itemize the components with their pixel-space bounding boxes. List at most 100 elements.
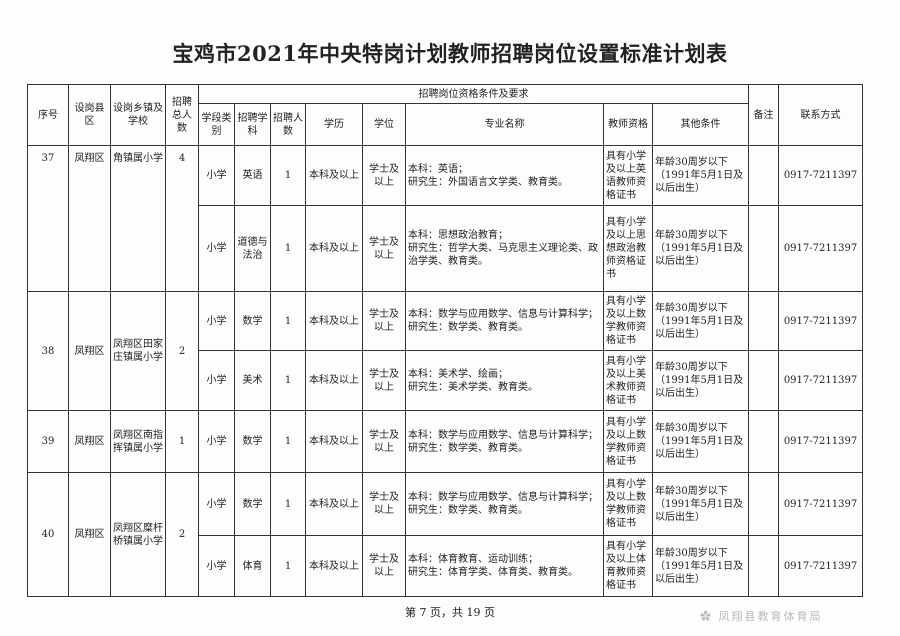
cell-edu: 本科及以上 bbox=[305, 535, 363, 597]
cell-cert: 具有小学及以上数学教师资格证书 bbox=[603, 472, 653, 536]
recruitment-table: 序号 设岗县区 设岗乡镇及学校 招聘总人数 招聘岗位资格条件及要求 备注 联系方… bbox=[27, 84, 863, 597]
table-row: 39 凤翔区 凤翔区南指挥镇属小学 1 小学 数学 1 本科及以上 学士及以上 本科：数学与应用数… bbox=[27, 410, 863, 473]
cell-subject: 英语 bbox=[234, 145, 271, 206]
cell-county: 凤翔区 bbox=[68, 472, 111, 597]
cell-count: 1 bbox=[270, 535, 306, 597]
cell-other: 年龄30周岁以下（1991年5月1日及以后出生） bbox=[652, 291, 749, 351]
header-no: 序号 bbox=[27, 84, 69, 146]
page-title: 宝鸡市2021年中央特岗计划教师招聘岗位设置标准计划表 bbox=[172, 41, 728, 66]
cell-major: 本科：美术学、绘画； 研究生：美术学类、教育类。 bbox=[405, 350, 604, 411]
cell-cert: 具有小学及以上数学教师资格证书 bbox=[603, 291, 653, 351]
table-row: 37 凤翔区 角镇属小学 4 小学 英语 1 本科及以上 学士及以上 本科：英语； 研究生：外国语言… bbox=[27, 145, 863, 292]
cell-contact: 0917-7211397 bbox=[778, 535, 863, 597]
cell-count: 1 bbox=[270, 410, 306, 473]
cell-edu: 本科及以上 bbox=[305, 410, 363, 473]
cell-contact: 0917-7211397 bbox=[778, 350, 863, 411]
cell-cert: 具有小学及以上美术教师资格证书 bbox=[603, 350, 653, 411]
header-remark: 备注 bbox=[748, 84, 779, 146]
cell-degree: 学士及以上 bbox=[362, 535, 406, 597]
cell-remark bbox=[748, 410, 779, 473]
header-count: 招聘人数 bbox=[270, 103, 306, 146]
header-other: 其他条件 bbox=[652, 103, 749, 146]
cell-county: 凤翔区 bbox=[68, 145, 111, 292]
watermark: ✿ 凤翔县教育体育局 bbox=[700, 610, 823, 623]
cell-count: 1 bbox=[270, 291, 306, 351]
header-cert: 教师资格 bbox=[603, 103, 653, 146]
cell-cert: 具有小学及以上英语教师资格证书 bbox=[603, 145, 653, 206]
cell-school: 角镇属小学 bbox=[110, 145, 166, 292]
header-stage: 学段类别 bbox=[198, 103, 235, 146]
cell-major: 本科：英语； 研究生：外国语言文学类、教育类。 bbox=[405, 145, 604, 206]
cell-degree: 学士及以上 bbox=[362, 410, 406, 473]
table-row: 小学 体育 1 本科及以上 学士及以上 本科：体育教育、运动训练； 研究生：体育学类、体育类… bbox=[28, 535, 863, 597]
cell-count: 1 bbox=[270, 350, 306, 411]
cell-major: 本科：数学与应用数学、信息与计算科学； 研究生：数学类、教育类。 bbox=[405, 410, 604, 473]
header-total: 招聘总人数 bbox=[165, 84, 199, 146]
cell-no: 40 bbox=[27, 472, 69, 597]
cell-total: 4 bbox=[165, 145, 199, 292]
cell-other: 年龄30周岁以下（1991年5月1日及以后出生） bbox=[652, 205, 749, 292]
cell-degree: 学士及以上 bbox=[362, 145, 406, 206]
cell-remark bbox=[748, 291, 779, 351]
cell-subject: 美术 bbox=[234, 350, 271, 411]
cell-major: 本科：体育教育、运动训练； 研究生：体育学类、体育类、教育类。 bbox=[405, 535, 604, 597]
header-subject: 招聘学科 bbox=[234, 103, 271, 146]
cell-major: 本科：数学与应用数学、信息与计算科学； 研究生：数学类、教育类。 bbox=[405, 472, 604, 536]
cell-cert: 具有小学及以上数学教师资格证书 bbox=[603, 410, 653, 473]
cell-remark bbox=[748, 145, 779, 206]
cell-edu: 本科及以上 bbox=[305, 291, 363, 351]
cell-degree: 学士及以上 bbox=[362, 205, 406, 292]
table-row: 小学 美术 1 本科及以上 学士及以上 本科：美术学、绘画； 研究生：美术学类、教育类。 具有… bbox=[28, 350, 863, 411]
cell-remark bbox=[748, 205, 779, 292]
cell-no: 39 bbox=[27, 410, 69, 473]
table-row: 40 凤翔区 凤翔区糜杆桥镇属小学 2 小学 数学 1 本科及以上 学士及以上 本科：数学与应用数… bbox=[27, 472, 863, 597]
cell-stage: 小学 bbox=[198, 205, 235, 292]
cell-stage: 小学 bbox=[198, 145, 235, 206]
cell-stage: 小学 bbox=[198, 410, 235, 473]
cell-other: 年龄30周岁以下（1991年5月1日及以后出生） bbox=[652, 472, 749, 536]
cell-other: 年龄30周岁以下（1991年5月1日及以后出生） bbox=[652, 145, 749, 206]
cell-major: 本科：数学与应用数学、信息与计算科学； 研究生：数学类、教育类。 bbox=[405, 291, 604, 351]
header-edu: 学历 bbox=[305, 103, 363, 146]
cell-degree: 学士及以上 bbox=[362, 291, 406, 351]
cell-school: 凤翔区糜杆桥镇属小学 bbox=[110, 472, 166, 597]
header-contact: 联系方式 bbox=[778, 84, 863, 146]
cell-other: 年龄30周岁以下（1991年5月1日及以后出生） bbox=[652, 410, 749, 473]
cell-stage: 小学 bbox=[198, 472, 235, 536]
cell-major: 本科：思想政治教育； 研究生：哲学大类、马克思主义理论类、政治学类、教育类。 bbox=[405, 205, 604, 292]
cell-cert: 具有小学及以上思想政治教师资格证书 bbox=[603, 205, 653, 292]
cell-stage: 小学 bbox=[198, 350, 235, 411]
cell-cert: 具有小学及以上体育教师资格证书 bbox=[603, 535, 653, 597]
cell-count: 1 bbox=[270, 472, 306, 536]
cell-degree: 学士及以上 bbox=[362, 472, 406, 536]
cell-county: 凤翔区 bbox=[68, 410, 111, 473]
cell-contact: 0917-7211397 bbox=[778, 291, 863, 351]
cell-contact: 0917-7211397 bbox=[778, 410, 863, 473]
cell-total: 2 bbox=[165, 291, 199, 411]
cell-other: 年龄30周岁以下（1991年5月1日及以后出生） bbox=[652, 350, 749, 411]
cell-edu: 本科及以上 bbox=[305, 472, 363, 536]
header-school: 设岗乡镇及学校 bbox=[110, 84, 166, 146]
cell-subject: 数学 bbox=[234, 410, 271, 473]
header-major: 专业名称 bbox=[405, 103, 604, 146]
cell-subject: 数学 bbox=[234, 291, 271, 351]
table-row: 38 凤翔区 凤翔区田家庄镇属小学 2 小学 数学 1 本科及以上 学士及以上 本科：数学与应用数… bbox=[27, 291, 863, 411]
cell-remark bbox=[748, 535, 779, 597]
cell-other: 年龄30周岁以下（1991年5月1日及以后出生） bbox=[652, 535, 749, 597]
cell-count: 1 bbox=[270, 145, 306, 206]
cell-contact: 0917-7211397 bbox=[778, 205, 863, 292]
cell-edu: 本科及以上 bbox=[305, 350, 363, 411]
table-row: 小学 道德与法治 1 本科及以上 学士及以上 本科：思想政治教育； 研究生：哲学大类、马克思… bbox=[28, 205, 863, 292]
header-group: 招聘岗位资格条件及要求 bbox=[198, 84, 749, 104]
cell-school: 凤翔区南指挥镇属小学 bbox=[110, 410, 166, 473]
cell-count: 1 bbox=[270, 205, 306, 292]
cell-contact: 0917-7211397 bbox=[778, 472, 863, 536]
cell-edu: 本科及以上 bbox=[305, 205, 363, 292]
cell-remark bbox=[748, 472, 779, 536]
cell-remark bbox=[748, 350, 779, 411]
cell-stage: 小学 bbox=[198, 535, 235, 597]
cell-degree: 学士及以上 bbox=[362, 350, 406, 411]
header-degree: 学位 bbox=[362, 103, 406, 146]
cell-no: 37 bbox=[27, 145, 69, 292]
cell-total: 2 bbox=[165, 472, 199, 597]
